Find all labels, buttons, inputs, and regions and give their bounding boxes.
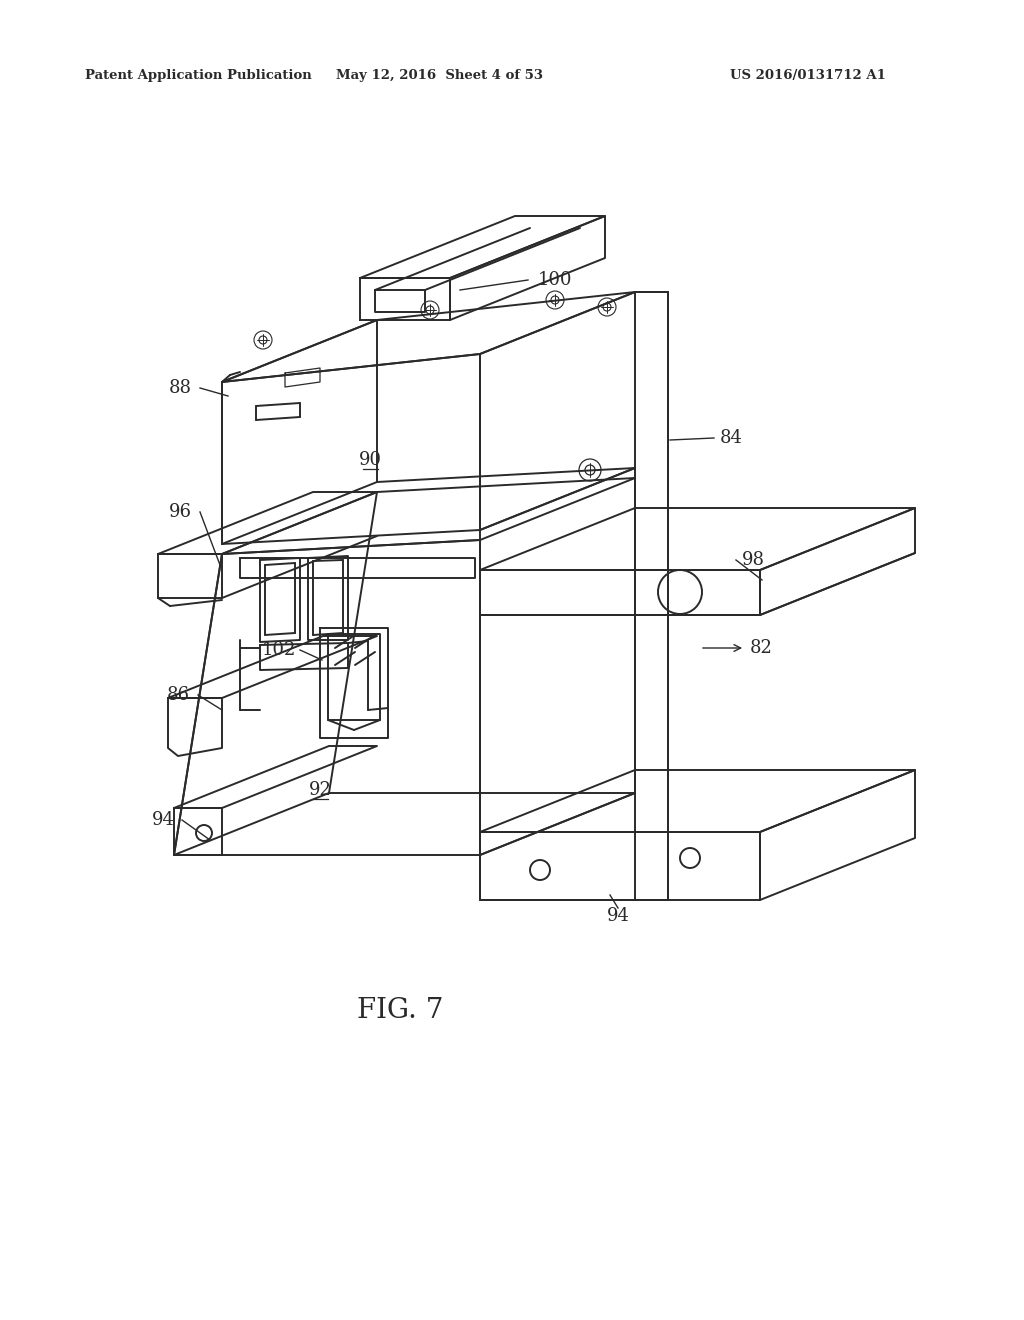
Text: 94: 94 <box>606 907 630 925</box>
Text: 88: 88 <box>169 379 193 397</box>
Text: 102: 102 <box>261 642 296 659</box>
Text: US 2016/0131712 A1: US 2016/0131712 A1 <box>730 69 886 82</box>
Text: FIG. 7: FIG. 7 <box>356 997 443 1023</box>
Text: 90: 90 <box>358 451 382 469</box>
Text: 96: 96 <box>169 503 193 521</box>
Text: 94: 94 <box>153 810 175 829</box>
Text: 86: 86 <box>167 686 190 704</box>
Text: 82: 82 <box>750 639 773 657</box>
Text: May 12, 2016  Sheet 4 of 53: May 12, 2016 Sheet 4 of 53 <box>337 69 544 82</box>
Text: 84: 84 <box>720 429 742 447</box>
Text: Patent Application Publication: Patent Application Publication <box>85 69 311 82</box>
Text: 100: 100 <box>538 271 572 289</box>
Text: 98: 98 <box>742 550 765 569</box>
Text: 92: 92 <box>308 781 332 799</box>
